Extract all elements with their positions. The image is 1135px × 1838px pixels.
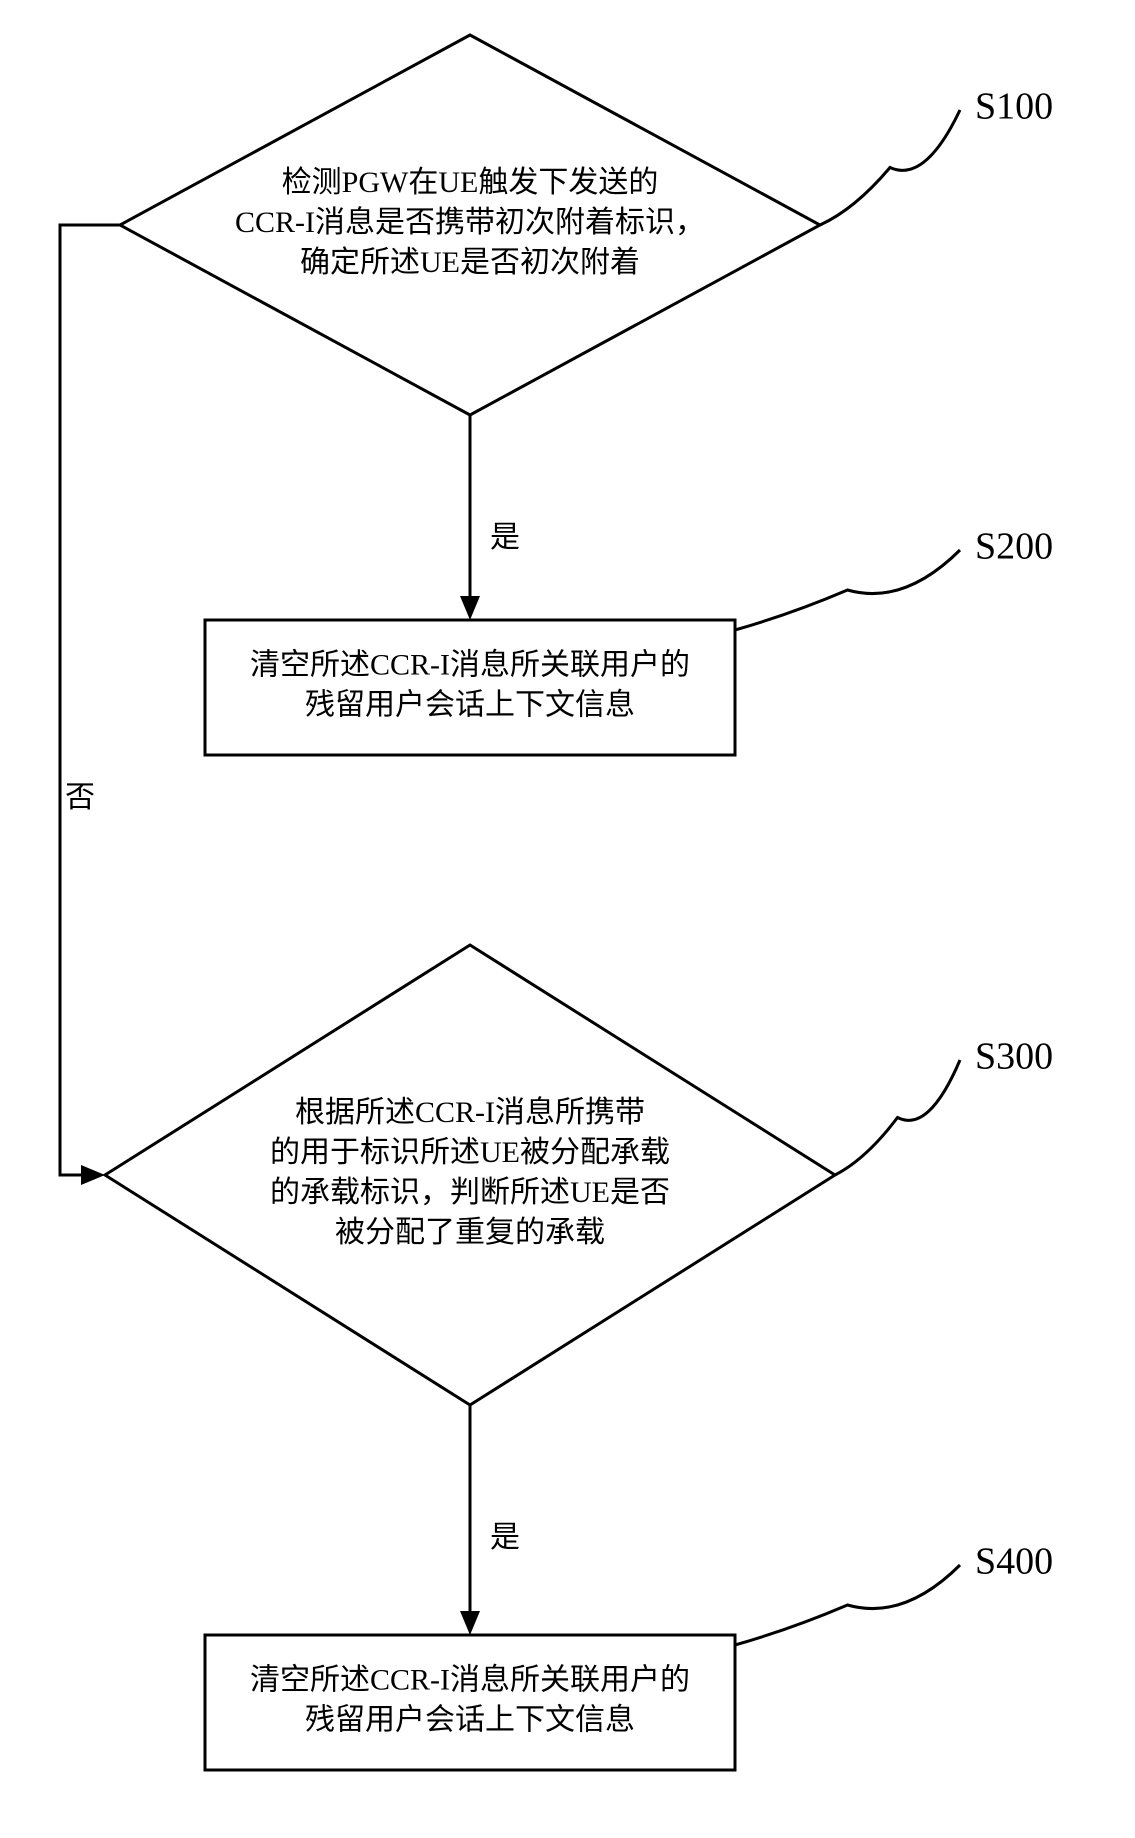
step-label: S400 — [975, 1541, 1053, 1583]
node-text: 的用于标识所述UE被分配承载 — [270, 1136, 670, 1169]
node-text: 残留用户会话上下文信息 — [305, 688, 635, 721]
edge-label: 是 — [490, 521, 520, 554]
callout-leader — [835, 1060, 960, 1175]
node-text: 确定所述UE是否初次附着 — [300, 246, 640, 279]
edge-label: 否 — [65, 781, 95, 814]
node-text: 残留用户会话上下文信息 — [305, 1703, 635, 1736]
node-s400: 清空所述CCR-I消息所关联用户的残留用户会话上下文信息 — [205, 1635, 735, 1770]
callout-leader — [820, 110, 960, 225]
node-text: 根据所述CCR-I消息所携带 — [295, 1096, 645, 1129]
step-label: S300 — [975, 1036, 1053, 1078]
node-text: 被分配了重复的承载 — [335, 1216, 605, 1249]
step-label: S100 — [975, 86, 1053, 128]
edge-label: 是 — [490, 1521, 520, 1554]
step-label: S200 — [975, 526, 1053, 568]
node-s200: 清空所述CCR-I消息所关联用户的残留用户会话上下文信息 — [205, 620, 735, 755]
arrow-head — [81, 1165, 105, 1185]
node-text: 检测PGW在UE触发下发送的 — [282, 166, 659, 199]
arrow-head — [460, 596, 480, 620]
node-text: CCR-I消息是否携带初次附着标识， — [235, 206, 705, 239]
edge-line — [60, 225, 120, 1175]
node-text: 清空所述CCR-I消息所关联用户的 — [250, 1663, 690, 1696]
node-s300: 根据所述CCR-I消息所携带的用于标识所述UE被分配承载的承载标识，判断所述UE… — [105, 945, 835, 1405]
node-text: 的承载标识，判断所述UE是否 — [270, 1176, 670, 1209]
node-text: 清空所述CCR-I消息所关联用户的 — [250, 648, 690, 681]
callout-leader — [735, 550, 960, 630]
callout-leader — [735, 1565, 960, 1645]
node-s100: 检测PGW在UE触发下发送的 CCR-I消息是否携带初次附着标识， 确定所述UE是否… — [120, 35, 820, 415]
arrow-head — [460, 1611, 480, 1635]
